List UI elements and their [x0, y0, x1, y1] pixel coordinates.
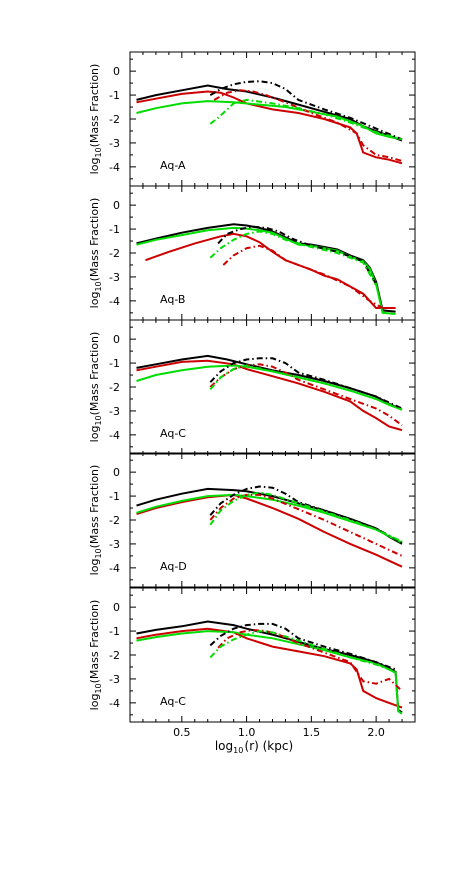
series-black-dashdot [209, 622, 396, 671]
y-tick-label: -1 [109, 357, 120, 370]
series-black-solid [136, 84, 403, 142]
series-red-dashdot [213, 89, 403, 162]
panel-aq-d: 0 -1 -2 -3 -4 log10(Mass Fraction) Aq-D [88, 452, 416, 588]
y-tick-label: -1 [109, 223, 120, 236]
y-tick-label: -1 [109, 89, 120, 102]
series-red-solid [136, 359, 403, 432]
series-black-dashdot [209, 80, 403, 141]
y-tick-label: -3 [109, 137, 120, 150]
series-green-solid [136, 100, 403, 141]
panel-label: Aq-B [160, 293, 185, 306]
series-black-dashdot [209, 357, 403, 410]
y-axis-label: log10(Mass Fraction) [88, 600, 103, 711]
y-tick-label: -3 [109, 405, 120, 418]
series-black-dashdot [217, 225, 377, 285]
y-tick-label: 0 [113, 466, 120, 479]
y-tick-label: -1 [109, 490, 120, 503]
series-green-dashdot [209, 230, 377, 286]
series-red-solid [136, 493, 403, 568]
y-tick-label: -4 [109, 161, 120, 174]
y-tick-label: -4 [109, 429, 120, 442]
y-tick-label: -3 [109, 271, 120, 284]
panel-label: Aq-D [160, 560, 187, 573]
y-tick-label: 0 [113, 601, 120, 614]
y-tick-label: -4 [109, 697, 120, 710]
series-red-solid [136, 90, 403, 165]
series-black-solid [136, 354, 403, 411]
y-tick-label: -2 [109, 381, 120, 394]
panel-aq-c: 0 -1 -2 -3 -4 log10(Mass Fraction) Aq-C [88, 319, 416, 455]
series-green-dashdot [209, 364, 403, 411]
y-axis-label: log10(Mass Fraction) [88, 64, 103, 175]
y-tick-label: 0 [113, 333, 120, 346]
y-tick-label: -2 [109, 514, 120, 527]
panel-aq-e: 0 -1 -2 -3 -4 0.5 1.0 1.5 2.0 log10(Mass Fraction… [88, 587, 416, 739]
series-red-solid [136, 627, 403, 709]
y-tick-label: -3 [109, 673, 120, 686]
series-green-solid [136, 226, 396, 315]
panel-aq-b: 0 -1 -2 -3 -4 log10(Mass Fraction) Aq-B [88, 185, 416, 321]
series-green-solid [136, 493, 403, 544]
x-tick-label: 0.5 [173, 726, 191, 739]
y-axis-label: log10(Mass Fraction) [88, 332, 103, 443]
panel-aq-a: 0 -1 -2 -3 -4 log10(Mass Fraction) Aq-A [88, 51, 416, 187]
y-tick-label: -2 [109, 247, 120, 260]
x-axis-label: log10 (r) (kpc) [215, 739, 293, 755]
panels-group: 0 -1 -2 -3 -4 log10(Mass Fraction) Aq-A 0 -1 -2 -3… [88, 51, 416, 739]
series-green-dashdot [209, 630, 396, 673]
y-tick-label: -2 [109, 113, 120, 126]
x-tick-label: 1.5 [303, 726, 321, 739]
x-tick-label: 1.0 [238, 726, 256, 739]
series-green-dashdot [209, 98, 403, 141]
series-green-solid [136, 630, 403, 715]
series-red-dashdot [209, 493, 403, 557]
y-tick-label: -1 [109, 625, 120, 638]
series-green-dashdot [209, 491, 403, 543]
y-tick-label: -3 [109, 538, 120, 551]
series-red-dashdot [222, 244, 384, 309]
y-axis-label: log10(Mass Fraction) [88, 198, 103, 309]
y-tick-label: -4 [109, 295, 120, 308]
y-tick-label: 0 [113, 199, 120, 212]
y-tick-label: -4 [109, 562, 120, 575]
series-red-dashdot [217, 628, 403, 692]
y-tick-label: -2 [109, 649, 120, 662]
y-tick-label: 0 [113, 65, 120, 78]
panel-label: Aq-C [160, 695, 186, 708]
series-black-solid [136, 487, 403, 545]
x-tick-label: 2.0 [367, 726, 385, 739]
series-black-dashdot [209, 485, 403, 544]
panel-label: Aq-A [160, 159, 186, 172]
y-axis-label: log10(Mass Fraction) [88, 465, 103, 576]
panel-label: Aq-C [160, 427, 186, 440]
